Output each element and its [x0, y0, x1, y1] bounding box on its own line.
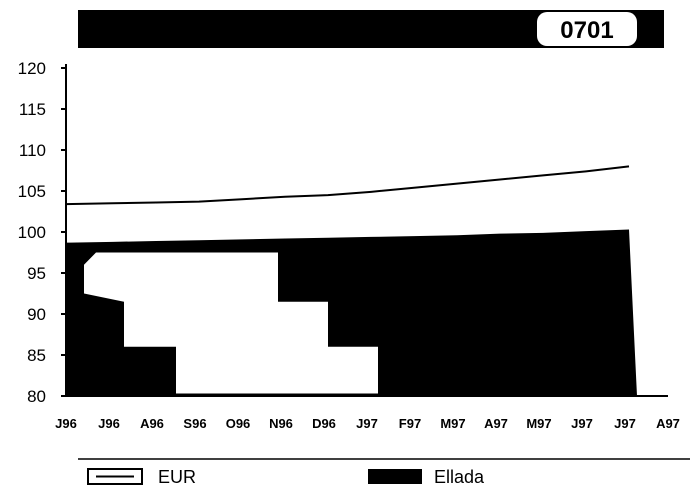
x-tick-label: M97: [526, 416, 551, 431]
legend-label-ellada: Ellada: [434, 467, 485, 487]
y-tick-label: 115: [19, 100, 46, 119]
x-tick-label: A97: [656, 416, 680, 431]
x-tick-label: M97: [440, 416, 465, 431]
x-tick-label: S96: [183, 416, 206, 431]
code-box: [537, 12, 637, 46]
y-tick-label: 90: [27, 305, 46, 324]
y-tick-label: 95: [27, 264, 46, 283]
legend-item-eur: EUR: [87, 467, 196, 487]
y-tick-label: 120: [18, 59, 46, 78]
y-tick-label: 80: [27, 387, 46, 406]
x-tick-label: F97: [399, 416, 421, 431]
legend-swatch-ellada: [368, 469, 422, 484]
y-tick-label: 100: [18, 223, 46, 242]
legend-label-eur: EUR: [158, 467, 196, 487]
header-banner: 0701: [78, 10, 664, 48]
y-tick-label: 85: [27, 346, 46, 365]
area-light-patch: [84, 252, 378, 394]
x-tick-label: A97: [484, 416, 508, 431]
x-tick-label: J97: [614, 416, 636, 431]
series-line-eur: [65, 165, 630, 206]
x-tick-label: J96: [55, 416, 77, 431]
x-tick-label: D96: [312, 416, 336, 431]
legend: EUR Ellada: [78, 458, 690, 487]
plot-area: [65, 165, 637, 396]
x-tick-label: J97: [571, 416, 593, 431]
legend-item-ellada: Ellada: [368, 467, 485, 487]
x-tick-label: J97: [356, 416, 378, 431]
axes: 80 85 90 95 100 105 110 115 120 J96 J96 A96 S96 O96 N9…: [18, 59, 680, 431]
y-tick-label: 110: [19, 141, 46, 160]
x-tick-label: J96: [98, 416, 120, 431]
x-tick-label: N96: [269, 416, 293, 431]
y-tick-label: 105: [18, 182, 46, 201]
x-tick-label: A96: [140, 416, 164, 431]
chart-code: 0701: [560, 17, 613, 44]
x-tick-label: O96: [226, 416, 251, 431]
